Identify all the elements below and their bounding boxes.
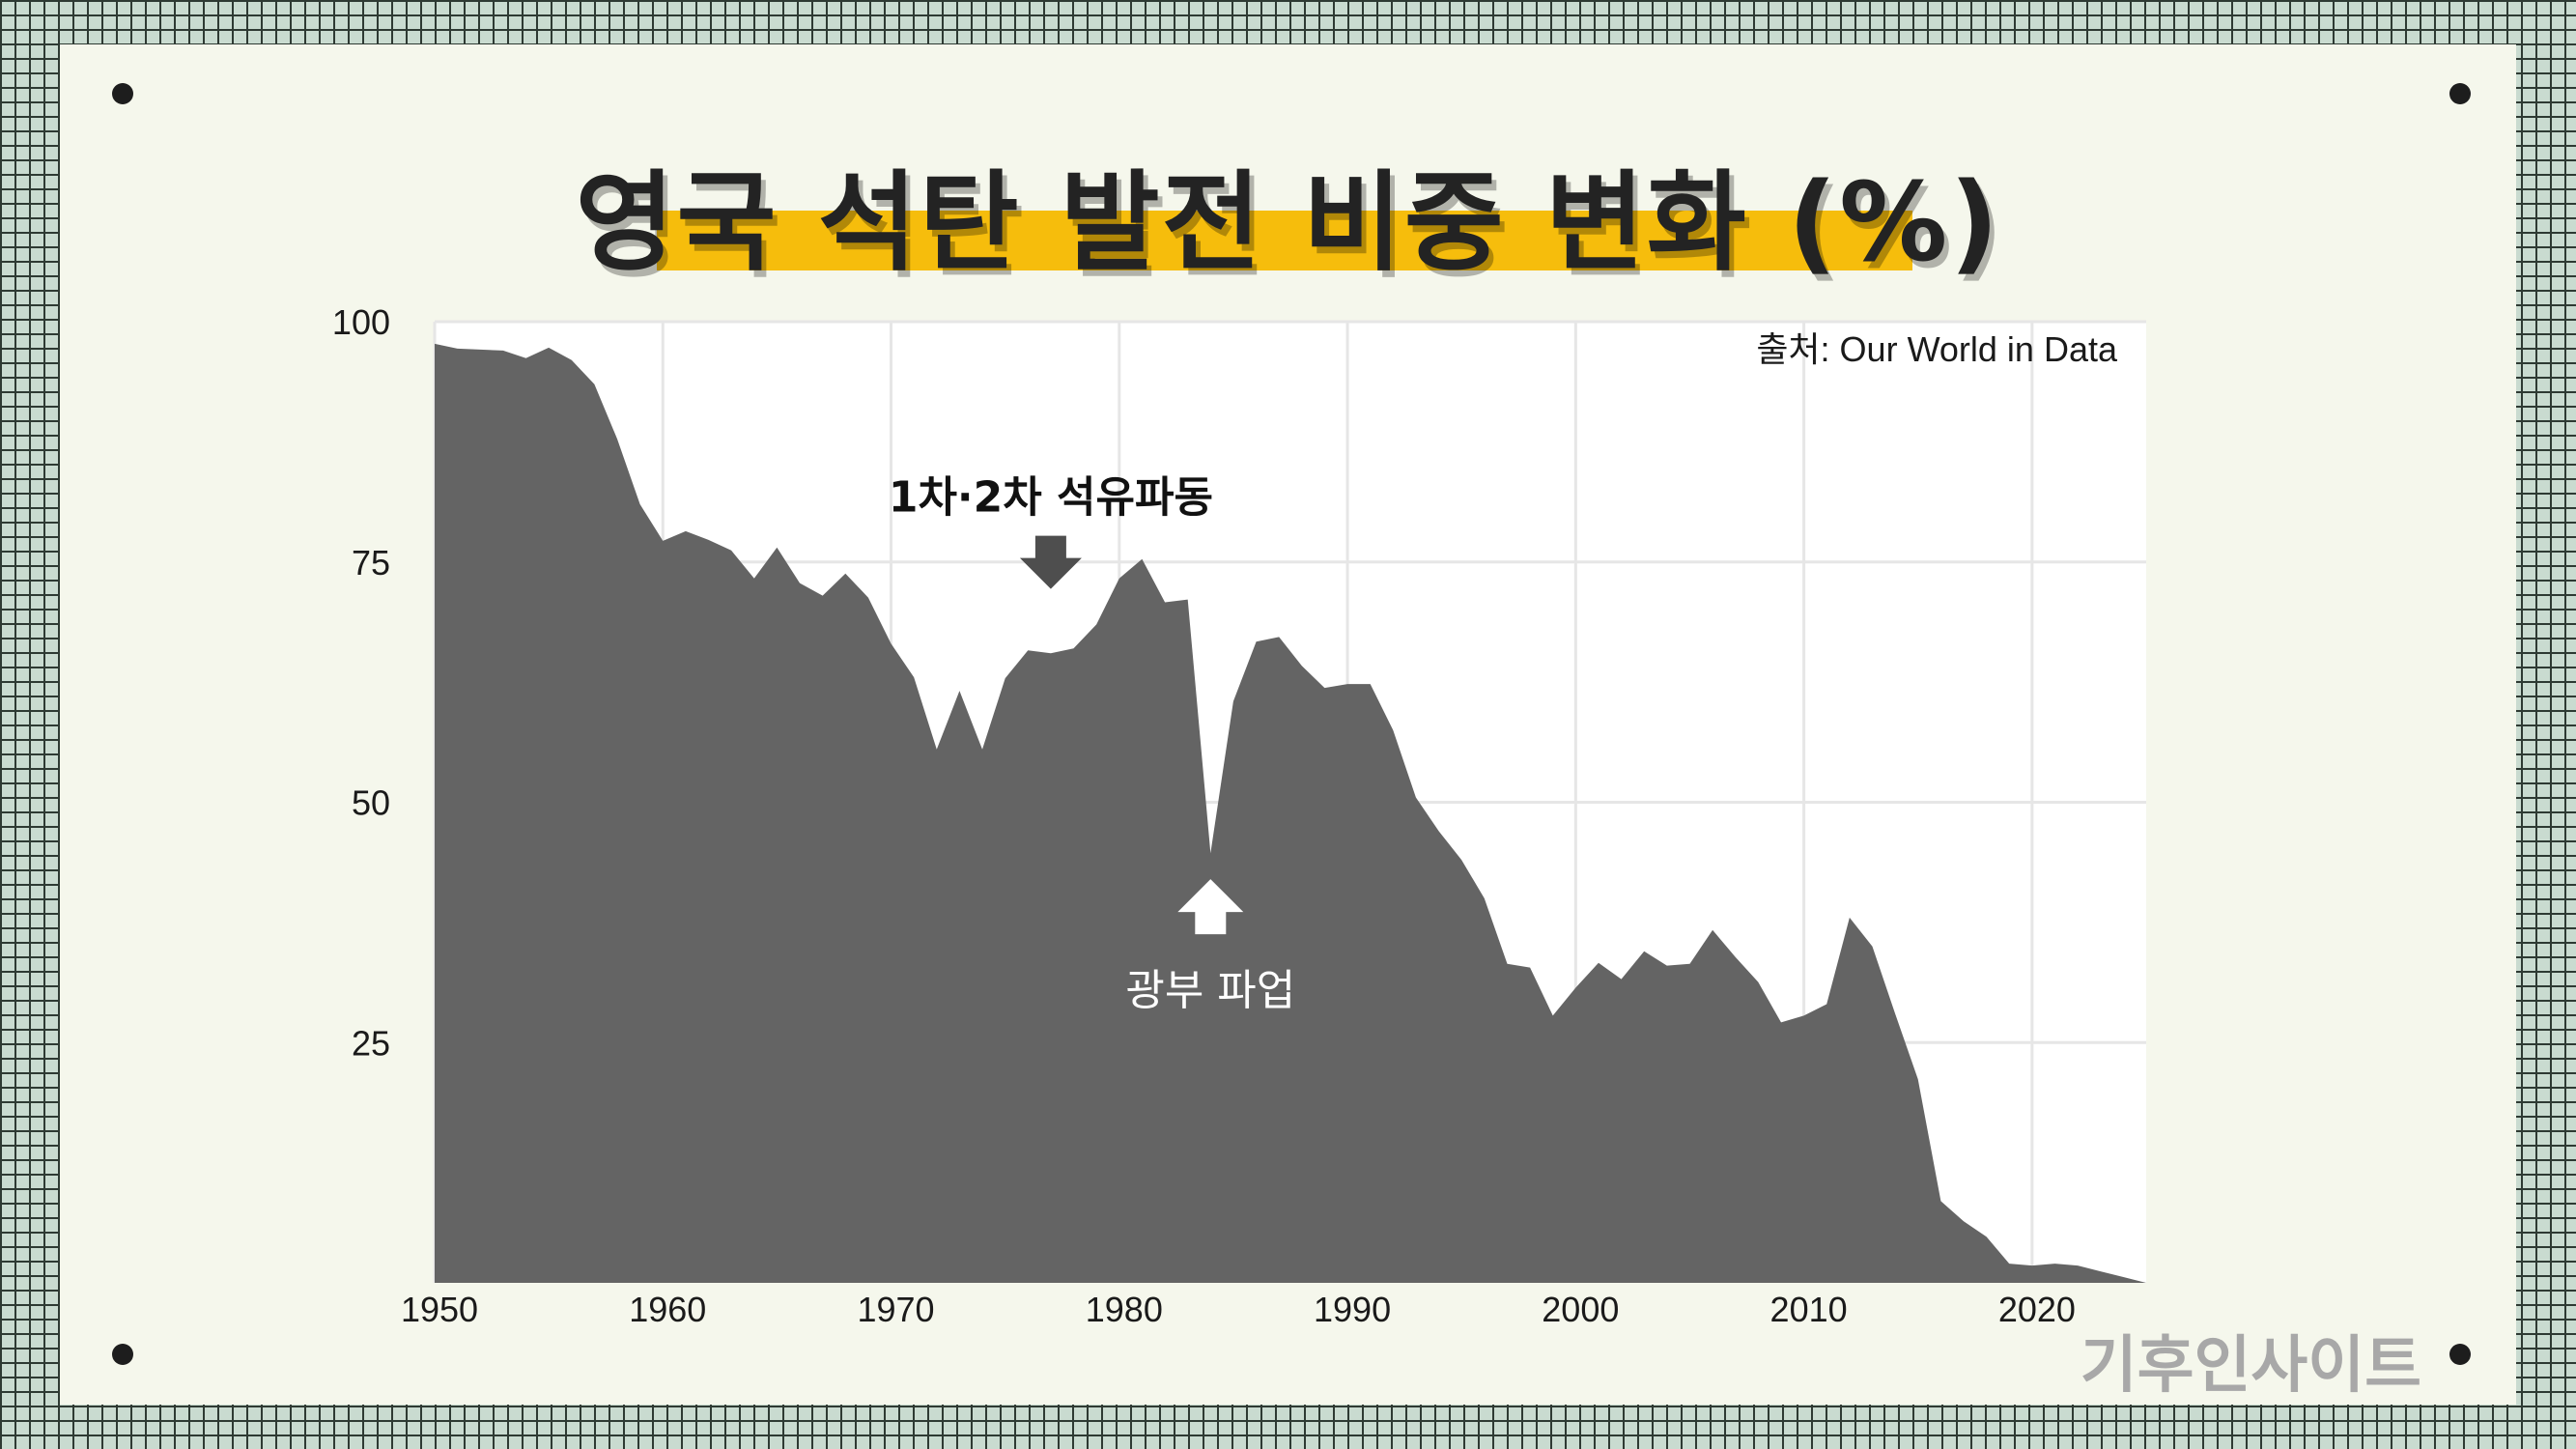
source-label: 출처: Our World in Data	[1756, 329, 2118, 369]
x-tick-label-2010: 2010	[1770, 1290, 1848, 1329]
y-tick-label-75: 75	[352, 543, 390, 582]
y-tick-label-100: 100	[332, 302, 390, 342]
pin-bottom-right	[2449, 1344, 2471, 1365]
x-tick-label-1990: 1990	[1314, 1290, 1391, 1329]
x-tick-label-1960: 1960	[629, 1290, 706, 1329]
brand-logo-text: 기후인사이트	[2080, 1330, 2421, 1402]
title-highlight	[657, 211, 1912, 270]
annotation-label-0: 1차·2차 석유파동	[889, 473, 1213, 523]
annotation-arrow-up	[1177, 879, 1244, 935]
y-tick-label-50: 50	[352, 783, 390, 823]
pin-top-right	[2449, 83, 2471, 104]
x-tick-label-2000: 2000	[1542, 1290, 1619, 1329]
chart-title: 영국 석탄 발전 비중 변화 (%)	[575, 160, 2001, 286]
y-tick-label-25: 25	[352, 1023, 390, 1063]
annotation-arrow-down	[1019, 535, 1082, 589]
x-tick-label-2020: 2020	[1998, 1290, 2076, 1329]
pin-bottom-left	[112, 1344, 133, 1365]
x-tick-label-1950: 1950	[401, 1290, 478, 1329]
x-tick-label-1970: 1970	[857, 1290, 934, 1329]
area-series	[435, 343, 2146, 1283]
annotation-label-1: 광부 파업	[1125, 966, 1295, 1015]
x-tick-label-1980: 1980	[1086, 1290, 1163, 1329]
pin-top-left	[112, 83, 133, 104]
